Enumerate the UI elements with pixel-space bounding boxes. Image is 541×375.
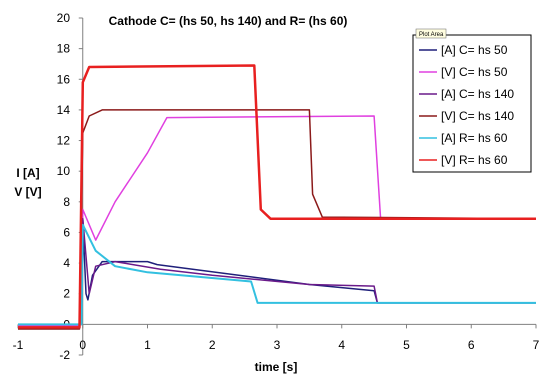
chart-title: Cathode C= (hs 50, hs 140) and R= (hs 60… — [109, 14, 348, 28]
x-axis: -1 0 1 2 3 4 5 6 7 — [13, 323, 540, 352]
legend-tag: Plot Area — [419, 32, 444, 38]
y-tick-label: 16 — [57, 72, 71, 86]
x-tick-label: 5 — [403, 338, 410, 352]
legend-entry: [A] C= hs 50 — [441, 43, 508, 57]
legend-box — [412, 34, 532, 173]
x-axis-label: time [s] — [255, 360, 298, 374]
x-tick-label: 3 — [274, 338, 281, 352]
x-tick-label: 0 — [79, 338, 86, 352]
legend-items: [A] C= hs 50 [V] C= hs 50 [A] C= hs 140 [V]… — [419, 43, 514, 167]
x-tick-label: 2 — [209, 338, 216, 352]
y-tick-label: 18 — [57, 42, 71, 56]
y-tick-label: 2 — [63, 287, 70, 301]
y-axis-label-current: I [A] — [16, 166, 39, 180]
y-tick-label: 14 — [57, 103, 71, 117]
legend-entry: [A] C= hs 140 — [441, 87, 514, 101]
x-tick-label: 4 — [338, 338, 345, 352]
x-tick-label: 7 — [533, 338, 540, 352]
legend-entry: [V] C= hs 140 — [441, 109, 514, 123]
y-tick-label: 8 — [63, 195, 70, 209]
x-tick-label: -1 — [13, 338, 24, 352]
y-tick-label: 10 — [57, 164, 71, 178]
legend-entry: [A] R= hs 60 — [441, 131, 508, 145]
series-line-4 — [18, 223, 536, 326]
legend-entry: [V] C= hs 50 — [441, 65, 508, 79]
y-tick-label: 12 — [57, 134, 71, 148]
y-axis-label-voltage: V [V] — [14, 185, 41, 199]
x-tick-label: 1 — [144, 338, 151, 352]
series-line-5 — [18, 64, 536, 329]
series-layer — [18, 64, 537, 330]
legend-tag-box — [415, 28, 447, 39]
legend-entry: [V] R= hs 60 — [441, 153, 508, 167]
legend: Plot Area [A] C= hs 50[V] C= hs 50[A] C=… — [412, 28, 532, 173]
y-tick-label: 6 — [63, 225, 70, 239]
y-tick-label: -2 — [59, 348, 70, 362]
y-tick-label: 4 — [63, 256, 70, 270]
x-tick-label: 6 — [468, 338, 475, 352]
y-tick-label: 20 — [57, 11, 71, 25]
